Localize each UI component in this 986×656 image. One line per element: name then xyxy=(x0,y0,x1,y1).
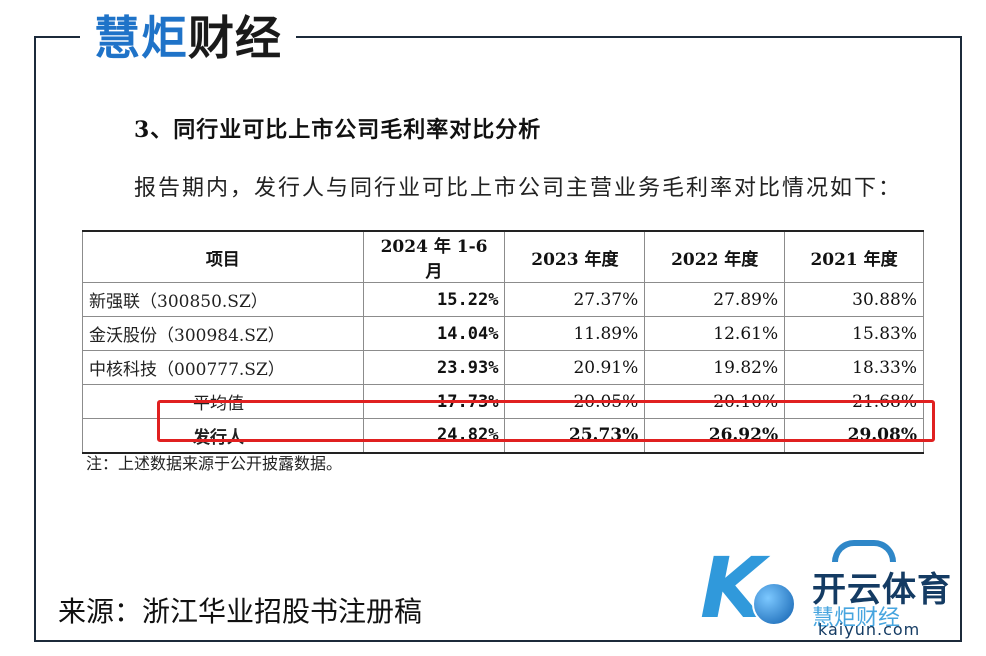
section-heading: 3、同行业可比上市公司毛利率对比分析 xyxy=(134,117,542,143)
row-name: 发行人 xyxy=(82,418,364,454)
header-2024h1: 2024 年 1-6 月 xyxy=(362,230,506,283)
issuer-row-highlight xyxy=(157,400,935,442)
watermark-line-3: kaiyun.com xyxy=(818,620,921,639)
cell-value: 18.33% xyxy=(784,350,924,385)
cell-value: 19.82% xyxy=(644,350,786,385)
intro-paragraph: 报告期内，发行人与同行业可比上市公司主营业务毛利率对比情况如下： xyxy=(134,176,903,201)
table-header-row: 项目 2024 年 1-6 月 2023 年度 2022 年度 2021 年度 xyxy=(82,230,924,283)
arc-icon xyxy=(832,540,896,562)
header-2022: 2022 年度 xyxy=(644,230,786,283)
brand-part-2: 财经 xyxy=(188,11,282,65)
cell-value: 14.04% xyxy=(362,316,506,351)
table-note: 注：上述数据来源于公开披露数据。 xyxy=(86,454,343,473)
table-row: 新强联（300850.SZ） 15.22% 27.37% 27.89% 30.8… xyxy=(82,282,924,317)
watermark-logo: K 开云体育 慧炬财经 kaiyun.com xyxy=(700,540,980,640)
cell-value: 29.08% xyxy=(784,418,924,454)
source-caption: 来源：浙江华业招股书注册稿 xyxy=(58,595,423,628)
content-frame xyxy=(34,36,962,642)
cell-value: 27.37% xyxy=(504,282,646,317)
header-2023: 2023 年度 xyxy=(504,230,646,283)
table-row: 金沃股份（300984.SZ） 14.04% 11.89% 12.61% 15.… xyxy=(82,316,924,351)
row-name: 金沃股份（300984.SZ） xyxy=(82,316,364,351)
cell-value: 23.93% xyxy=(362,350,506,385)
watermark-line-1: 开云体育 xyxy=(812,570,952,610)
cell-value: 27.89% xyxy=(644,282,786,317)
watermark-line-2: 慧炬财经 xyxy=(812,606,901,631)
brand-part-1: 慧炬 xyxy=(94,11,188,65)
brand-logo: 慧炬 财经 xyxy=(80,0,296,70)
cell-value: 12.61% xyxy=(644,316,786,351)
header-2021: 2021 年度 xyxy=(784,230,924,283)
table-row: 中核科技（000777.SZ） 23.93% 20.91% 19.82% 18.… xyxy=(82,350,924,385)
ball-icon xyxy=(752,582,796,626)
cell-value: 15.22% xyxy=(362,282,506,317)
k-logo-icon: K xyxy=(700,539,766,637)
row-name: 中核科技（000777.SZ） xyxy=(82,350,364,385)
cell-value: 11.89% xyxy=(504,316,646,351)
header-item: 项目 xyxy=(82,230,364,283)
row-name: 新强联（300850.SZ） xyxy=(82,282,364,317)
cell-value: 15.83% xyxy=(784,316,924,351)
cell-value: 20.91% xyxy=(504,350,646,385)
cell-value: 30.88% xyxy=(784,282,924,317)
